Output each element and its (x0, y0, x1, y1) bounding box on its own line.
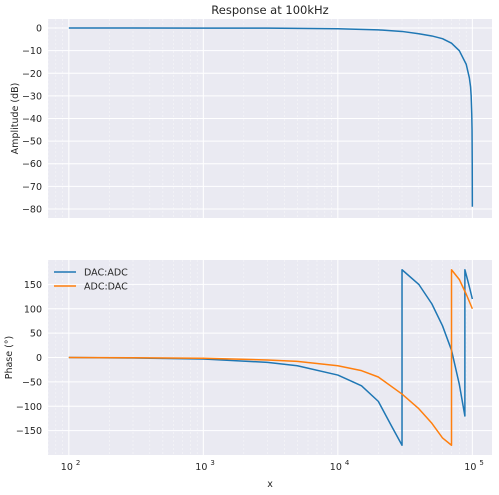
y-tick-label: 0 (36, 24, 42, 35)
phase-line-0 (68, 269, 474, 446)
y-tick-label: 100 (24, 304, 42, 315)
amplitude-line-0 (68, 27, 474, 207)
x-tick-exponent: 5 (479, 459, 483, 467)
y-tick-label: 0 (36, 353, 42, 364)
y-tick-label: −60 (22, 159, 42, 170)
x-tick-label: 10 (464, 462, 476, 473)
y-tick-label: −80 (22, 204, 42, 215)
amplitude-y-axis-label: Amplitude (dB) (10, 83, 21, 155)
x-tick-label: 10 (61, 462, 73, 473)
x-tick-exponent: 2 (76, 459, 80, 467)
x-tick-label: 10 (330, 462, 342, 473)
x-tick-exponent: 4 (345, 459, 350, 467)
y-tick-label: −50 (22, 377, 42, 388)
amplitude-axes: 0 −10 −20 −30 −40 −50 −60 −70 −80 Response at 10… (10, 3, 492, 218)
phase-x-axis-label: x (267, 479, 273, 490)
y-tick-label: −50 (22, 137, 42, 148)
phase-y-axis-label: Phase (°) (4, 336, 15, 380)
phase-legend: DAC:ADC ADC:DAC (54, 268, 128, 293)
y-tick-label: −30 (22, 91, 42, 102)
amplitude-lines (68, 27, 474, 207)
legend-label: DAC:ADC (84, 268, 128, 279)
y-tick-label: 50 (30, 329, 42, 340)
y-tick-label: −20 (22, 69, 42, 80)
phase-line-1 (68, 269, 474, 446)
phase-x-ticks: 10 2 10 3 10 4 10 5 (61, 459, 484, 473)
phase-y-ticks: 150 100 50 0 −50 −100 −150 (16, 280, 42, 437)
x-tick-exponent: 3 (210, 459, 214, 467)
y-tick-label: −70 (22, 182, 42, 193)
phase-lines (68, 269, 474, 446)
y-tick-label: −10 (22, 46, 42, 57)
y-tick-label: −40 (22, 114, 42, 125)
amplitude-chart-title: Response at 100kHz (211, 3, 328, 17)
y-tick-label: 150 (24, 280, 42, 291)
amplitude-y-ticks: 0 −10 −20 −30 −40 −50 −60 −70 −80 (22, 24, 42, 216)
y-tick-label: −150 (16, 426, 42, 437)
y-tick-label: −100 (16, 402, 42, 413)
legend-label: ADC:DAC (84, 282, 128, 293)
x-tick-label: 10 (195, 462, 207, 473)
